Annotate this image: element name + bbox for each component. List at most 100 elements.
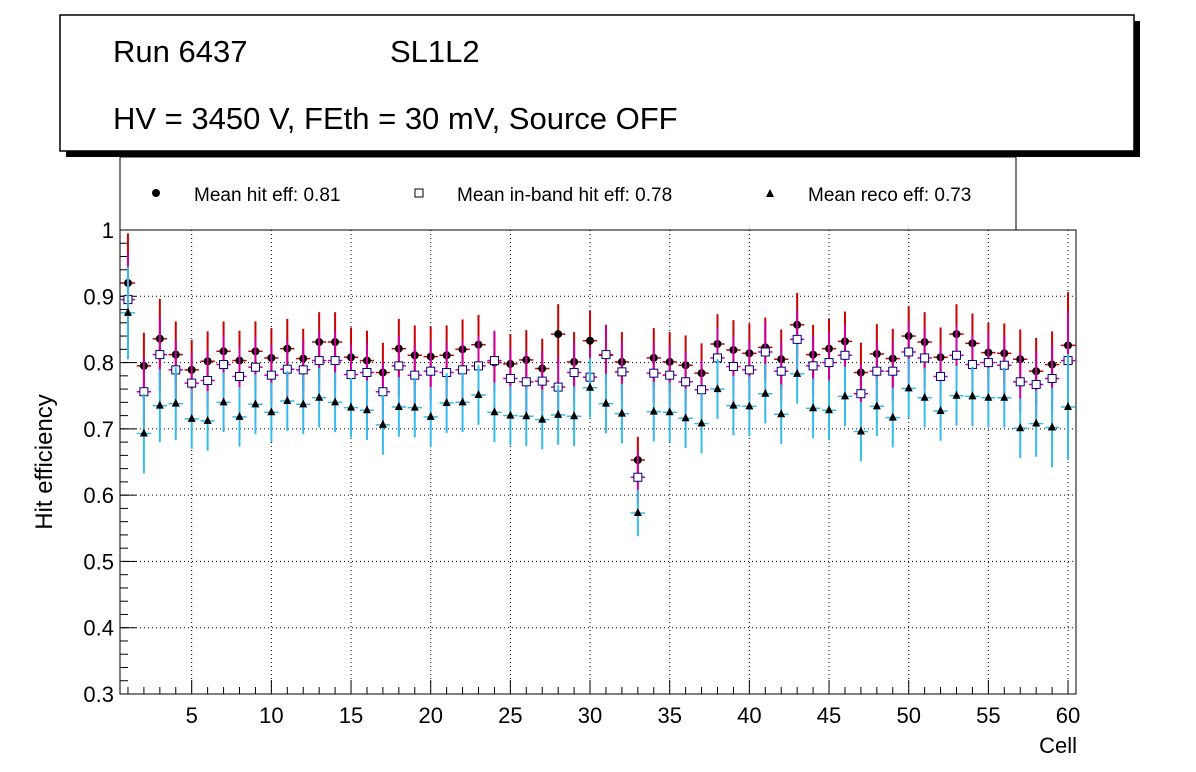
data-point-triangle	[1032, 418, 1041, 427]
data-point-triangle	[809, 403, 818, 412]
data-point-square	[936, 371, 946, 381]
data-point-triangle	[187, 413, 196, 422]
data-point-square	[521, 377, 531, 387]
x-tick-label: 40	[737, 703, 761, 728]
data-point-triangle	[171, 398, 180, 407]
data-point-triangle	[315, 392, 324, 401]
y-tick-label: 0.5	[83, 549, 114, 574]
data-point-triangle	[155, 400, 164, 409]
data-point-square	[362, 368, 372, 378]
data-point-square	[776, 366, 786, 376]
data-point-triangle	[586, 382, 595, 391]
data-point-square	[824, 358, 834, 368]
plot-frame	[119, 229, 1077, 695]
run-conditions: HV = 3450 V, FEth = 30 mV, Source OFF	[113, 101, 678, 136]
y-tick-label: 0.6	[83, 483, 114, 508]
x-tick-labels: 5 10 15 20 25 30 35 40 45 50 55 60	[186, 703, 1081, 728]
data-point-square	[856, 389, 866, 399]
data-point-triangle	[139, 428, 148, 437]
data-point-triangle	[442, 398, 451, 407]
legend-entry-reco-eff: Mean reco eff: 0.73	[766, 185, 971, 206]
x-tick-label: 15	[339, 703, 363, 728]
data-point-triangle	[219, 397, 228, 406]
legend-marker-triangle	[766, 189, 774, 197]
data-point-square	[1031, 379, 1041, 389]
data-point-triangle	[761, 388, 770, 397]
data-point-square	[187, 378, 197, 388]
layer-name: SL1L2	[390, 34, 480, 69]
data-point-triangle	[410, 402, 419, 411]
data-point-square	[314, 356, 324, 366]
data-point-triangle	[283, 396, 292, 405]
data-point-square	[219, 360, 229, 370]
y-tick-label: 0.4	[83, 616, 114, 641]
data-point-triangle	[331, 397, 340, 406]
data-point-triangle	[825, 405, 834, 414]
data-point-square	[250, 362, 260, 372]
x-tick-label: 5	[186, 703, 198, 728]
legend-label-inband-eff: Mean in-band hit eff: 0.78	[457, 185, 672, 206]
data-point-triangle	[474, 390, 483, 399]
data-point-triangle	[777, 409, 786, 418]
data-point-triangle	[1048, 422, 1057, 431]
data-point-square	[872, 366, 882, 376]
data-point-triangle	[633, 508, 642, 517]
data-point-triangle	[904, 383, 913, 392]
data-point-triangle	[570, 411, 579, 420]
data-point-square	[697, 385, 707, 395]
data-point-triangle	[968, 391, 977, 400]
data-point-triangle	[378, 419, 387, 428]
legend-entry-inband-eff: Mean in-band hit eff: 0.78	[414, 185, 672, 206]
run-number: Run 6437	[113, 34, 247, 69]
data-point-triangle	[617, 408, 626, 417]
y-tick-label: 0.8	[83, 351, 114, 376]
data-point-square	[266, 370, 276, 380]
x-tick-label: 20	[418, 703, 442, 728]
data-point-square	[569, 368, 579, 378]
y-tick-labels: 0.3 0.4 0.5 0.6 0.7 0.8 0.9 1	[83, 218, 114, 707]
y-tick-label: 0.9	[83, 284, 114, 309]
data-point-square	[426, 366, 436, 376]
legend-label-hit-eff: Mean hit eff: 0.81	[194, 185, 340, 206]
grid-lines	[120, 230, 1076, 694]
data-point-triangle	[490, 407, 499, 416]
data-point-triangle	[554, 409, 563, 418]
data-point-square	[952, 350, 961, 360]
data-point-square	[792, 334, 802, 344]
y-tick-label: 1	[102, 218, 114, 243]
data-point-triangle	[649, 406, 658, 415]
data-point-square	[744, 365, 754, 375]
y-tick-label: 0.3	[83, 682, 114, 707]
data-point-square	[888, 366, 898, 376]
x-tick-label: 30	[578, 703, 602, 728]
data-point-triangle	[394, 401, 403, 410]
legend-label-reco-eff: Mean reco eff: 0.73	[808, 185, 971, 206]
x-tick-label: 55	[976, 703, 1000, 728]
legend-entry-hit-eff: Mean hit eff: 0.81	[152, 185, 340, 206]
data-point-triangle	[538, 414, 547, 423]
data-point-triangle	[793, 368, 802, 377]
data-point-square	[394, 361, 404, 371]
data-point-triangle	[840, 391, 849, 400]
data-point-triangle	[952, 390, 961, 399]
legend-marker-circle	[152, 189, 160, 197]
data-point-triangle	[681, 413, 690, 422]
data-point-triangle	[347, 402, 356, 411]
legend-box	[119, 156, 1017, 231]
data-point-triangle	[235, 411, 244, 420]
data-point-triangle	[426, 411, 435, 420]
data-point-triangle	[729, 400, 738, 409]
data-point-square	[489, 356, 499, 366]
title-box	[59, 14, 1135, 152]
data-point-square	[808, 361, 818, 371]
data-point-triangle	[697, 418, 706, 427]
data-point-square	[1015, 377, 1025, 387]
data-point-triangle	[936, 405, 945, 414]
data-point-triangle	[1000, 392, 1009, 401]
data-point-square	[728, 362, 738, 372]
series-mean-hit-eff	[120, 233, 1076, 484]
data-point-triangle	[506, 410, 515, 419]
data-point-triangle	[745, 401, 754, 410]
series-mean-reco-eff	[120, 266, 1076, 537]
